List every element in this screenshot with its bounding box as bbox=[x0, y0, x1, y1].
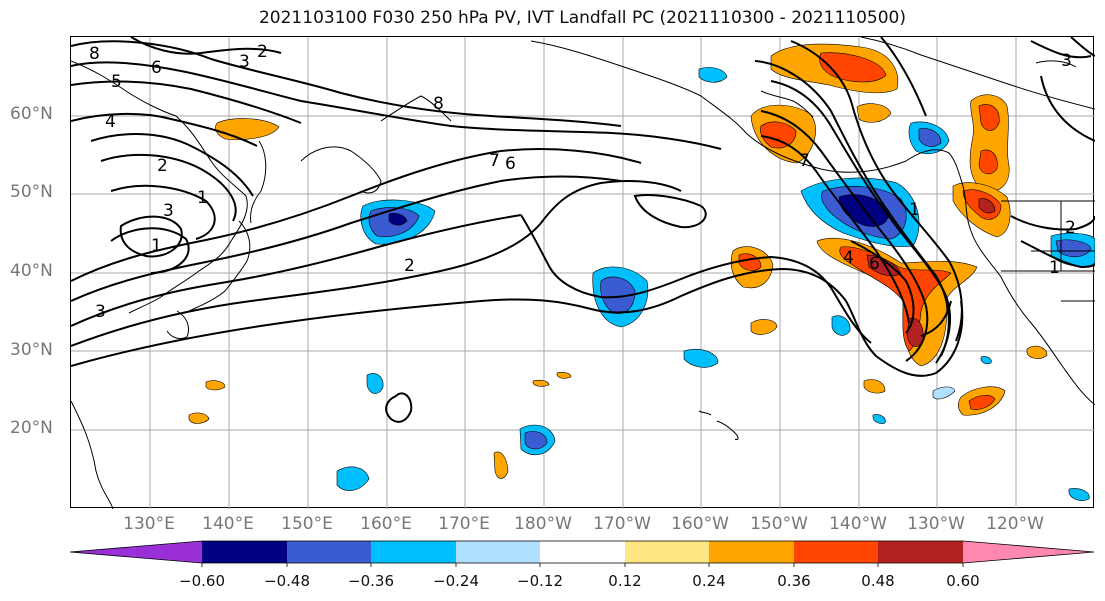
colorbar-segment bbox=[963, 541, 1094, 563]
colorbar-tick-label: 0.36 bbox=[777, 572, 811, 590]
contour-label: 4 bbox=[843, 248, 854, 268]
colorbar-tick-label: −0.36 bbox=[348, 572, 394, 590]
lat-label-60n: 60°N bbox=[10, 104, 53, 124]
lon-label-160w: 160°W bbox=[671, 514, 729, 534]
colorbar-tick-label: 0.12 bbox=[608, 572, 642, 590]
lon-label-160e: 160°E bbox=[360, 514, 412, 534]
colorbar-segment bbox=[371, 541, 456, 563]
contour-label: 2 bbox=[1065, 218, 1076, 238]
contour-label: 6 bbox=[505, 154, 516, 174]
colorbar-tick-label: 0.60 bbox=[946, 572, 980, 590]
contour-label: 4 bbox=[105, 112, 116, 132]
gridlines bbox=[71, 37, 1095, 509]
contour-label: 1 bbox=[197, 188, 208, 208]
contour-label: 2 bbox=[157, 156, 168, 176]
contour-label: 2 bbox=[404, 256, 415, 276]
contour-label: 5 bbox=[111, 72, 122, 92]
contour-label: 3 bbox=[1061, 51, 1072, 71]
lon-label-170w: 170°W bbox=[593, 514, 651, 534]
colorbar-segment bbox=[202, 541, 287, 563]
colorbar-tick-label: −0.48 bbox=[264, 572, 310, 590]
contour-label: 6 bbox=[151, 58, 162, 78]
colorbar-segment bbox=[709, 541, 794, 563]
contour-label: 2 bbox=[257, 42, 268, 62]
lon-label-140e: 140°E bbox=[202, 514, 254, 534]
contour-label: 3 bbox=[239, 52, 250, 72]
contour-label: 8 bbox=[433, 94, 444, 114]
contour-labels: 8 6 5 4 3 2 2 1 3 8 7 6 2 1 3 7 4 6 1 2 bbox=[89, 42, 1076, 322]
colorbar-tick-label: −0.24 bbox=[433, 572, 479, 590]
lat-label-40n: 40°N bbox=[10, 261, 53, 281]
lon-label-130e: 130°E bbox=[123, 514, 175, 534]
contour-label: 1 bbox=[909, 200, 920, 220]
colorbar-segment bbox=[878, 541, 963, 563]
colorbar-outline bbox=[69, 540, 1095, 564]
contour-label: 7 bbox=[799, 151, 810, 171]
colorbar-tick-label: −0.60 bbox=[179, 572, 225, 590]
colorbar-tick-label: −0.12 bbox=[517, 572, 563, 590]
map-panel: 8 6 5 4 3 2 2 1 3 8 7 6 2 1 3 7 4 6 1 2 bbox=[70, 36, 1095, 509]
contour-label: 1 bbox=[1049, 258, 1060, 278]
contour-label: 3 bbox=[95, 302, 106, 322]
map-canvas: 8 6 5 4 3 2 2 1 3 8 7 6 2 1 3 7 4 6 1 2 bbox=[71, 37, 1095, 509]
map-title: 2021103100 F030 250 hPa PV, IVT Landfall… bbox=[258, 8, 906, 28]
lon-label-150w: 150°W bbox=[750, 514, 808, 534]
lon-label-180w: 180°W bbox=[514, 514, 572, 534]
colorbar-tick-label: 0.48 bbox=[861, 572, 895, 590]
positive-anomaly-regions bbox=[188, 43, 1048, 479]
colorbar-tick-label: 0.24 bbox=[692, 572, 726, 590]
lat-label-30n: 30°N bbox=[10, 340, 53, 360]
contour-label: 8 bbox=[89, 44, 100, 64]
lon-label-140w: 140°W bbox=[829, 514, 887, 534]
colorbar-segment bbox=[287, 541, 371, 563]
lat-label-20n: 20°N bbox=[10, 418, 53, 438]
contour-label: 7 bbox=[489, 151, 500, 171]
lat-label-50n: 50°N bbox=[10, 182, 53, 202]
colorbar-segment bbox=[794, 541, 878, 563]
contour-label: 1 bbox=[151, 236, 162, 256]
lon-label-150e: 150°E bbox=[281, 514, 333, 534]
lon-label-170e: 170°E bbox=[438, 514, 490, 534]
colorbar-segment bbox=[625, 541, 709, 563]
colorbar-segment bbox=[456, 541, 540, 563]
pv-contours bbox=[71, 37, 1095, 423]
colorbar-segment bbox=[540, 541, 625, 563]
lon-label-130w: 130°W bbox=[907, 514, 965, 534]
contour-label: 3 bbox=[163, 201, 174, 221]
colorbar-segment bbox=[70, 541, 202, 563]
lon-label-120w: 120°W bbox=[986, 514, 1044, 534]
contour-label: 6 bbox=[869, 254, 880, 274]
